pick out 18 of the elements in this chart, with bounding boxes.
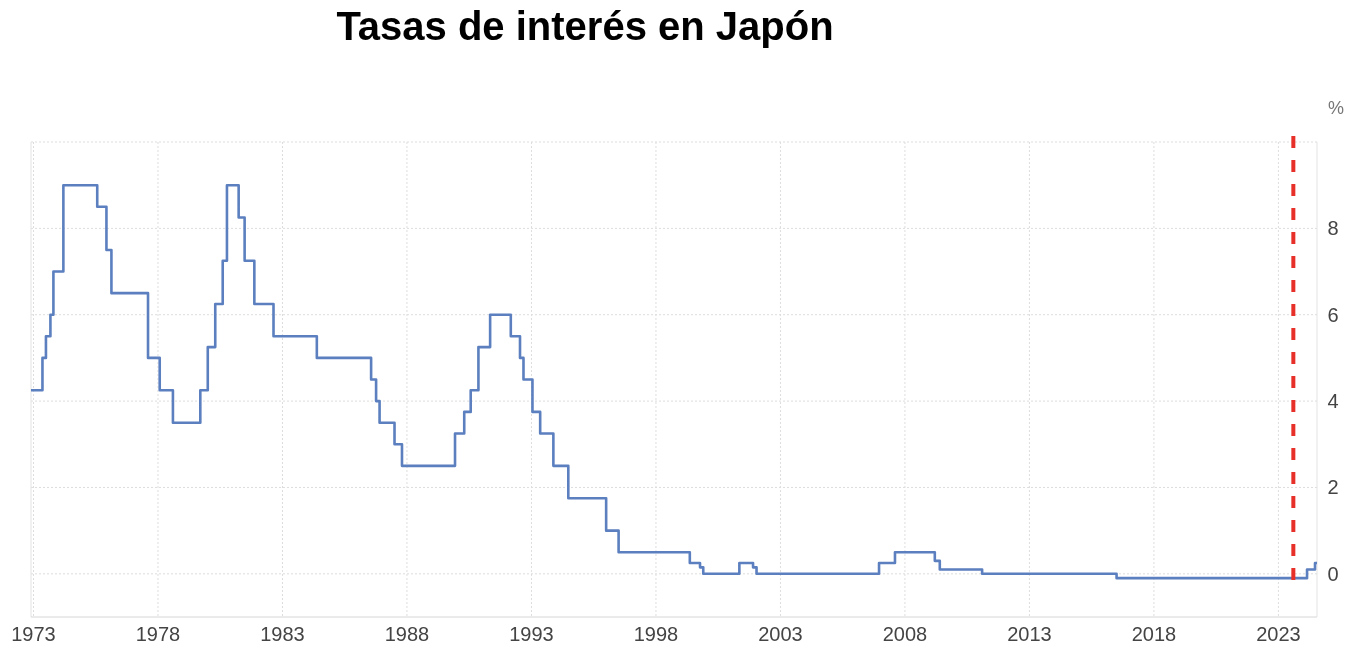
chart-title: Tasas de interés en Japón <box>336 4 834 48</box>
x-tick-label: 1998 <box>633 623 679 645</box>
x-tick-label: 2008 <box>882 623 928 645</box>
x-tick-label: 2023 <box>1256 623 1301 645</box>
x-tick-label: 1983 <box>260 623 305 645</box>
x-tick-label: 1973 <box>11 623 56 645</box>
y-axis-title: % <box>1327 98 1345 118</box>
y-tick-label: 6 <box>1327 303 1339 326</box>
x-tick-label: 2003 <box>758 623 803 645</box>
x-tick-label: 1988 <box>384 623 430 645</box>
y-tick-label: 2 <box>1327 476 1339 499</box>
y-tick-label: 0 <box>1327 562 1339 585</box>
x-tick-label: 1993 <box>509 623 554 645</box>
x-tick-label: 1978 <box>135 623 181 645</box>
y-tick-label: 4 <box>1327 390 1339 413</box>
y-tick-label: 8 <box>1327 217 1339 240</box>
x-tick-label: 2013 <box>1007 623 1052 645</box>
x-tick-label: 2018 <box>1131 623 1177 645</box>
